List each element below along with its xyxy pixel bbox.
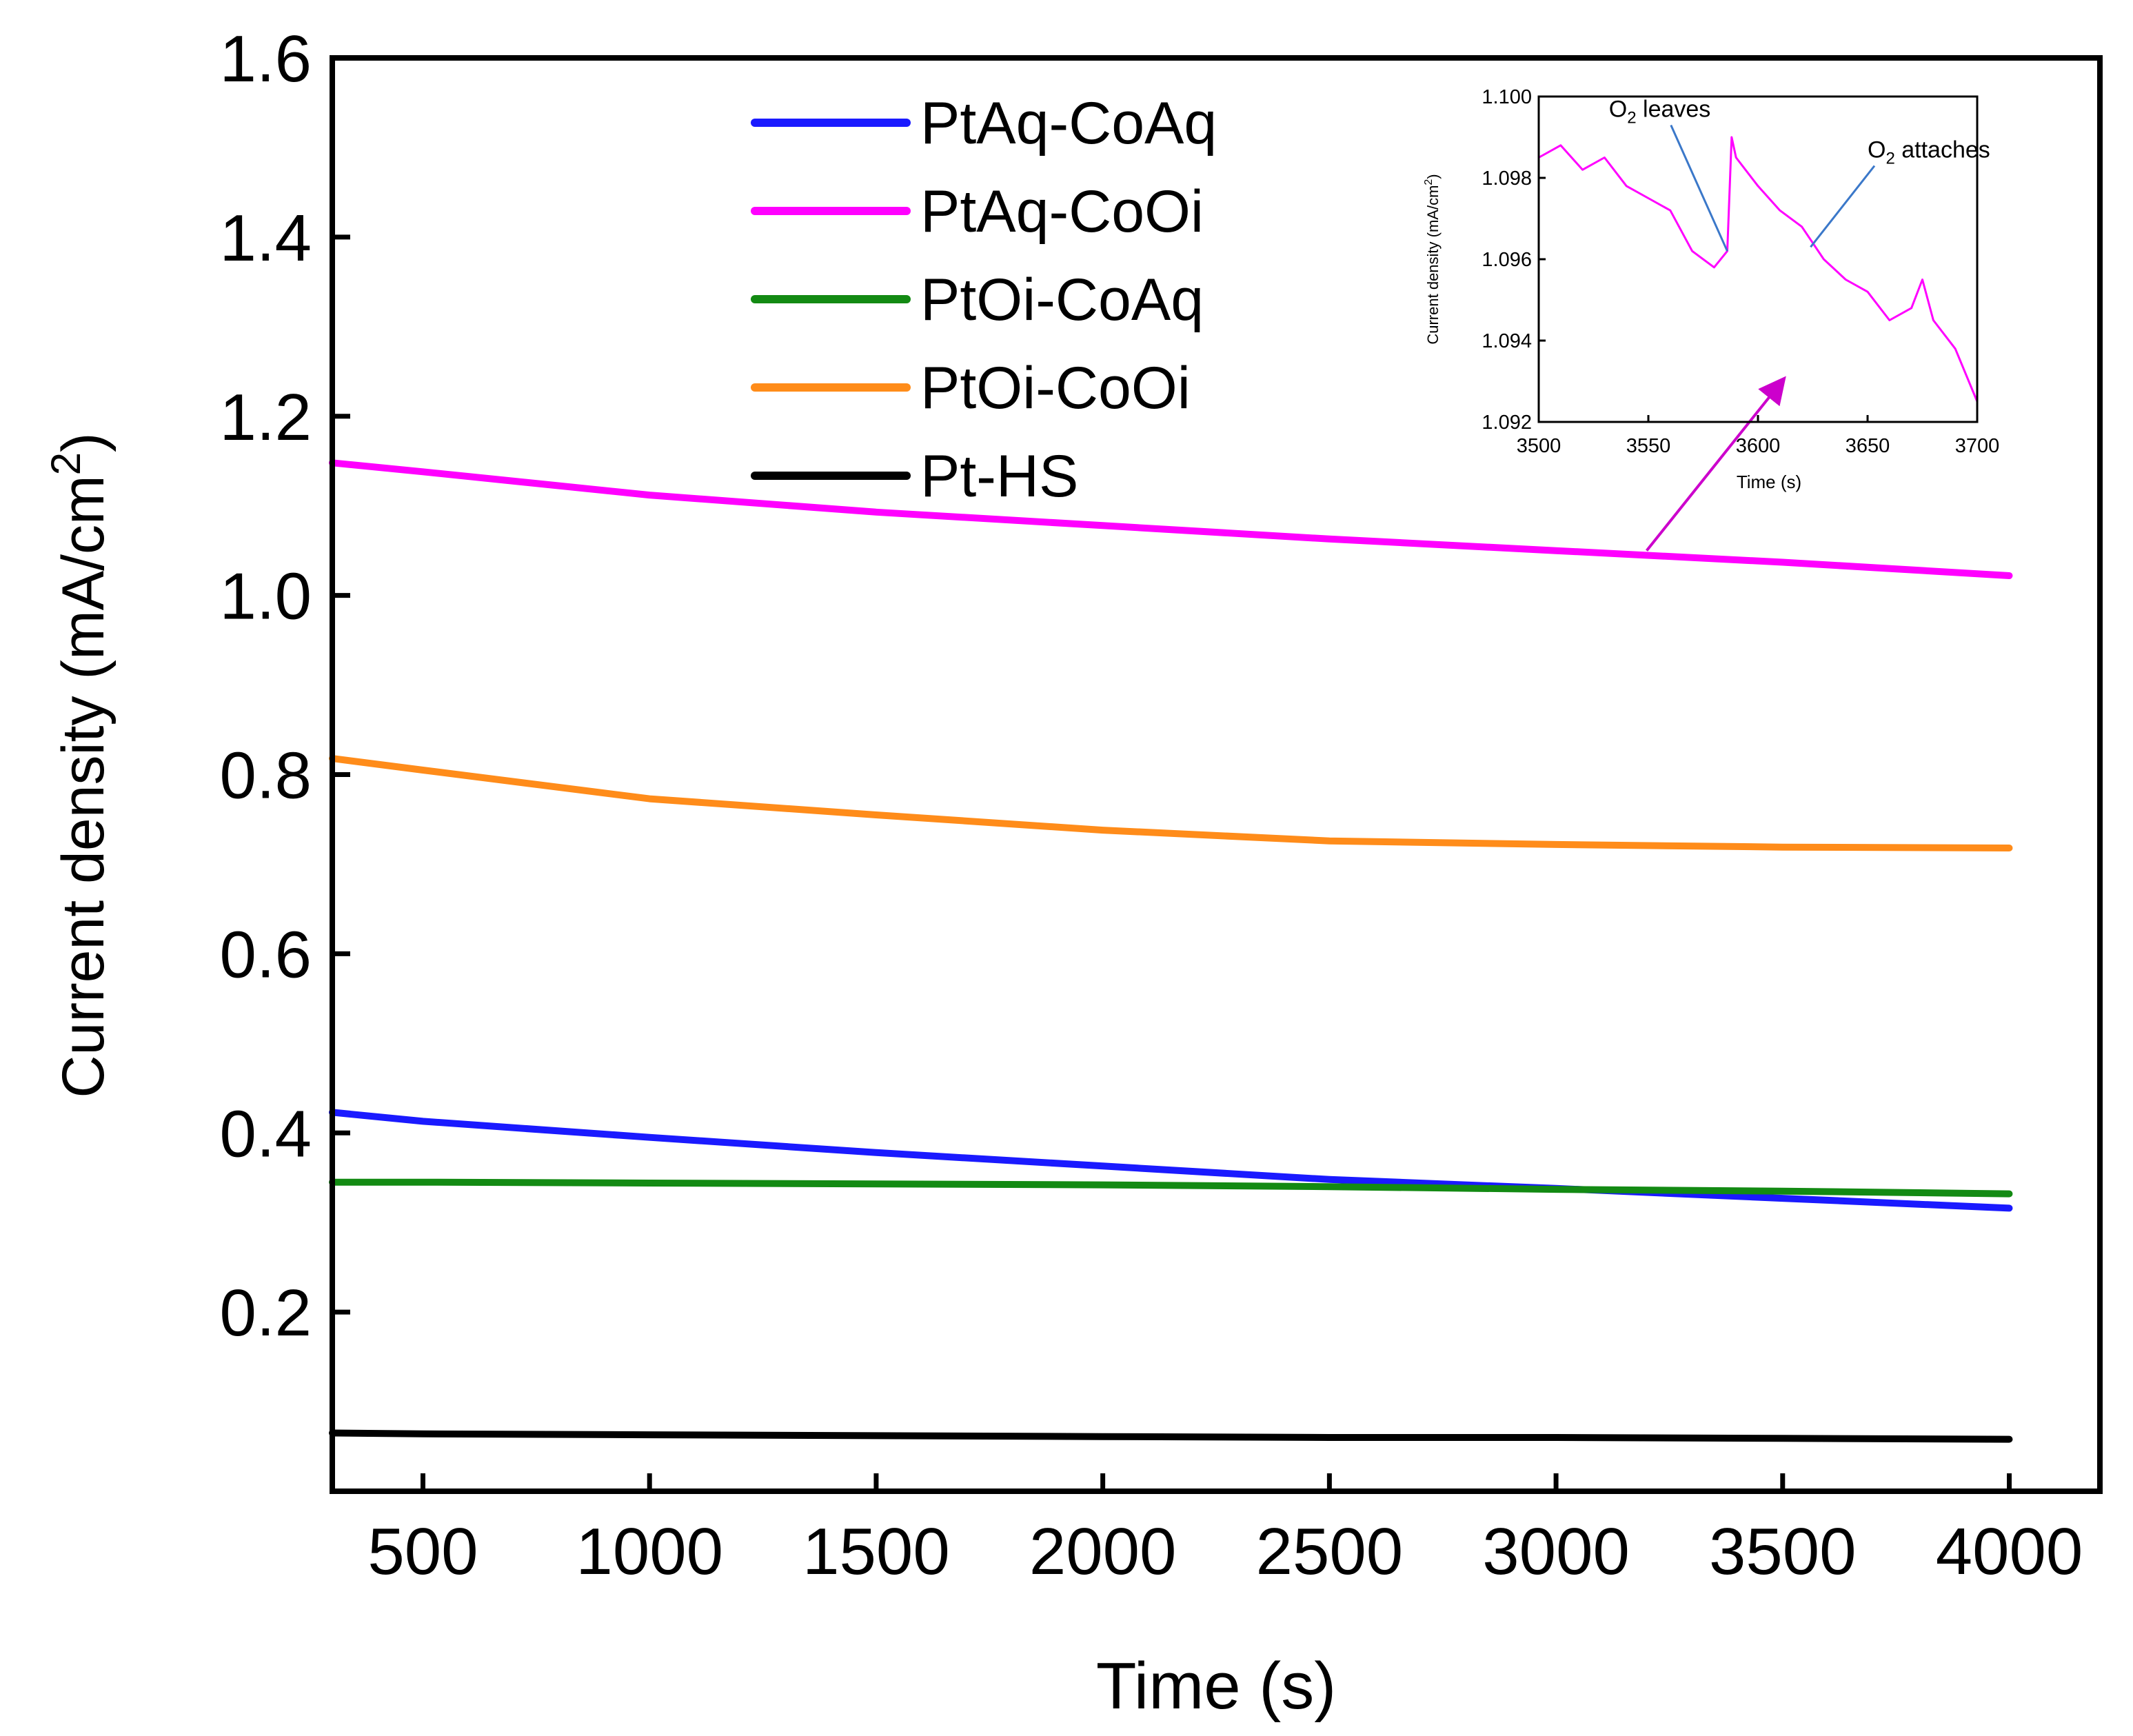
x-tick-label: 3500 <box>1709 1515 1857 1588</box>
inset-y-tick-label: 1.092 <box>1482 412 1532 434</box>
inset-x-tick-label: 3550 <box>1626 435 1671 457</box>
inset-y-axis-title-close: ) <box>1424 174 1442 179</box>
x-tick-label: 2000 <box>1029 1515 1177 1588</box>
x-tick-label: 500 <box>367 1515 478 1588</box>
inset-y-tick-label: 1.094 <box>1482 330 1532 352</box>
annotation-subscript: 2 <box>1886 150 1894 168</box>
x-tick-label: 1000 <box>576 1515 723 1588</box>
legend-label: PtOi-CoOi <box>920 355 1191 421</box>
legend-label: PtAq-CoOi <box>920 179 1204 245</box>
inset-x-tick-label: 3700 <box>1955 435 2000 457</box>
inset-annotation-leader <box>1810 165 1876 248</box>
main-plot: 0.2 0.4 0.6 0.8 1.0 1.2 1.4 1.6 500 1000 1500 2000… <box>43 22 2103 1723</box>
inset-pointer-arrow <box>1646 376 1786 552</box>
annotation-subscript: 2 <box>1627 109 1636 128</box>
y-axis-title-close: ) <box>50 432 117 452</box>
x-tick-label: 3000 <box>1482 1515 1630 1588</box>
y-tick-label: 1.6 <box>220 22 312 96</box>
inset-x-tick-label: 3500 <box>1517 435 1561 457</box>
annotation-o: O <box>1609 97 1627 123</box>
inset-y-axis-title-main: Current density (mA/cm <box>1424 185 1442 345</box>
inset-series-line <box>1538 136 1979 403</box>
y-axis-title: Current density (mA/cm2) <box>43 432 117 1098</box>
legend-label: Pt-HS <box>920 443 1078 509</box>
inset-y-axis: 1.092 1.094 1.096 1.098 1.100 <box>1482 86 1546 434</box>
legend-label: PtAq-CoAq <box>920 90 1217 157</box>
main-series-group <box>329 459 2013 1443</box>
y-tick-label: 1.0 <box>220 560 312 634</box>
y-axis-title-superscript: 2 <box>43 452 89 475</box>
inset-x-tick-label: 3650 <box>1846 435 1890 457</box>
x-tick-label: 4000 <box>1936 1515 2083 1588</box>
y-tick-label: 0.4 <box>220 1097 312 1171</box>
annotation-o: O <box>1868 137 1886 163</box>
main-x-axis: 500 1000 1500 2000 2500 3000 3500 4000 <box>367 1473 2083 1588</box>
inset-series-group <box>1538 136 1979 403</box>
inset-y-axis-title: Current density (mA/cm2) <box>1423 174 1442 344</box>
series-line-ptoi-cooi <box>329 755 2013 851</box>
main-y-axis: 0.2 0.4 0.6 0.8 1.0 1.2 1.4 1.6 <box>220 22 350 1350</box>
series-line-ptoi-coaq <box>329 1178 2013 1198</box>
inset-annotation-leader <box>1670 124 1728 252</box>
x-axis-title: Time (s) <box>1096 1649 1336 1723</box>
legend-label: PtOi-CoAq <box>920 267 1204 333</box>
main-plot-frame <box>330 55 2103 1494</box>
annotation-text: leaves <box>1637 97 1711 123</box>
inset-x-axis: 3500 3550 3600 3650 3700 <box>1517 415 2000 457</box>
inset-annotation-label: O2 leaves <box>1609 97 1711 128</box>
inset-y-tick-label: 1.100 <box>1482 86 1532 108</box>
y-tick-label: 1.2 <box>220 381 312 454</box>
inset-x-tick-label: 3600 <box>1736 435 1781 457</box>
inset-y-tick-label: 1.096 <box>1482 249 1532 271</box>
annotation-text: attaches <box>1895 137 1990 163</box>
y-tick-label: 0.8 <box>220 739 312 813</box>
inset-y-axis-title-superscript: 2 <box>1423 179 1435 185</box>
inset-annotation-label: O2 attaches <box>1868 137 1990 168</box>
y-tick-label: 1.4 <box>220 201 312 275</box>
y-tick-label: 0.2 <box>220 1276 312 1350</box>
x-tick-label: 2500 <box>1256 1515 1404 1588</box>
series-line-pt-hs <box>329 1429 2013 1443</box>
legend: PtAq-CoAq PtAq-CoOi PtOi-CoAq PtOi-CoOi Pt-H… <box>751 90 1217 509</box>
y-axis-title-main: Current density (mA/cm <box>50 475 117 1098</box>
inset-x-axis-title: Time (s) <box>1737 472 1801 492</box>
series-line-ptaq-coaq <box>329 1109 2013 1212</box>
inset-y-tick-label: 1.098 <box>1482 168 1532 190</box>
x-tick-label: 1500 <box>802 1515 950 1588</box>
inset-plot: 1.092 1.094 1.096 1.098 1.100 3500 3550 3600 36… <box>1423 86 1999 492</box>
y-tick-label: 0.6 <box>220 918 312 991</box>
series-line-ptaq-cooi <box>329 459 2013 579</box>
